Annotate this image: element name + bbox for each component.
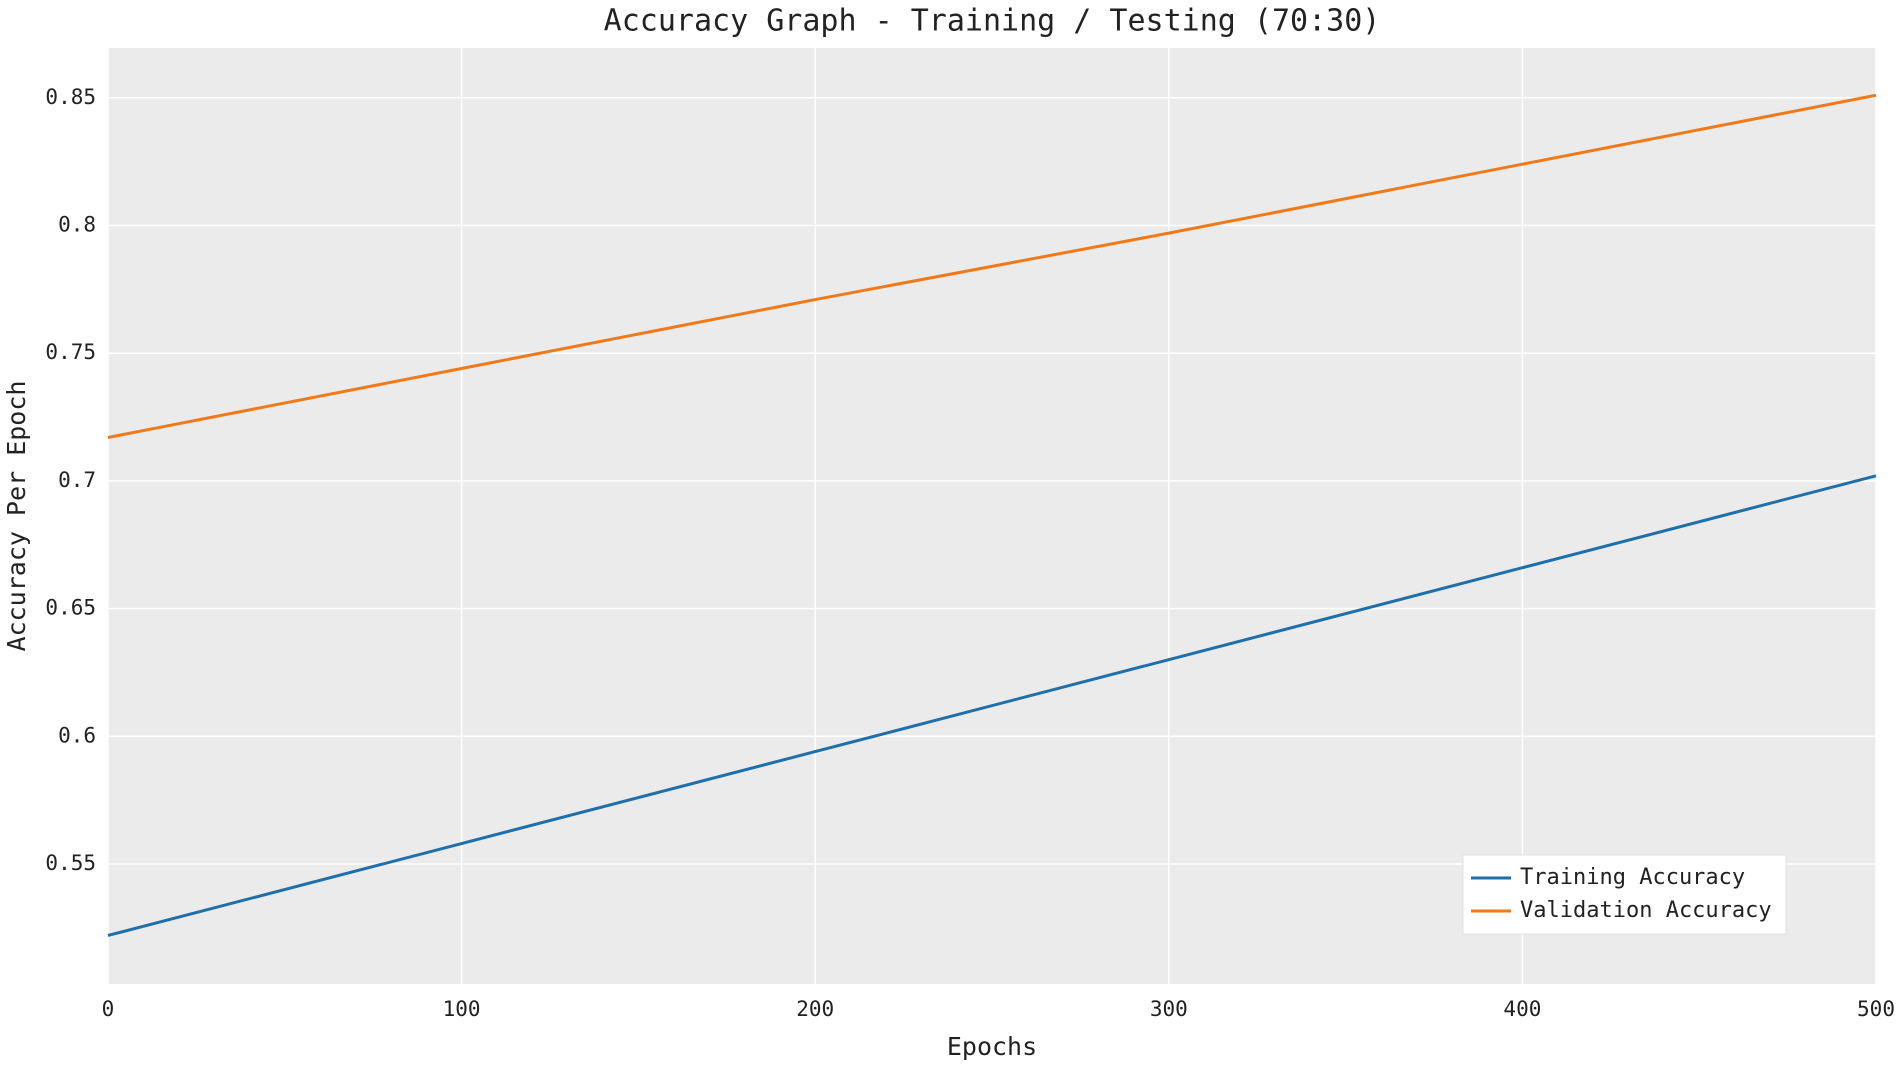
x-tick-label: 400 <box>1503 997 1541 1021</box>
legend: Training Accuracy Validation Accuracy <box>1462 854 1787 935</box>
y-tick-label: 0.75 <box>45 340 96 364</box>
x-tick-label: 500 <box>1857 997 1895 1021</box>
y-tick-label: 0.8 <box>58 212 96 236</box>
series-line <box>107 474 1877 937</box>
x-tick-label: 200 <box>796 997 834 1021</box>
x-tick-label: 100 <box>443 997 481 1021</box>
chart-title: Accuracy Graph - Training / Testing (70:… <box>604 4 1381 39</box>
y-tick-label: 0.7 <box>58 468 96 492</box>
y-tick-label: 0.6 <box>58 723 96 747</box>
x-tick-label: 300 <box>1150 997 1188 1021</box>
y-tick-label: 0.65 <box>45 596 96 620</box>
plot-background <box>108 48 1876 984</box>
legend-box <box>1462 854 1787 935</box>
x-tick-label: 0 <box>102 997 115 1021</box>
x-axis-label: Epochs <box>947 1032 1037 1061</box>
y-tick-label: 0.85 <box>45 85 96 109</box>
series-line <box>107 93 1877 439</box>
y-tick-label: 0.55 <box>45 851 96 875</box>
legend-label: Validation Accuracy <box>1520 898 1772 923</box>
legend-label: Training Accuracy <box>1520 865 1745 890</box>
y-axis-label: Accuracy Per Epoch <box>2 381 31 652</box>
